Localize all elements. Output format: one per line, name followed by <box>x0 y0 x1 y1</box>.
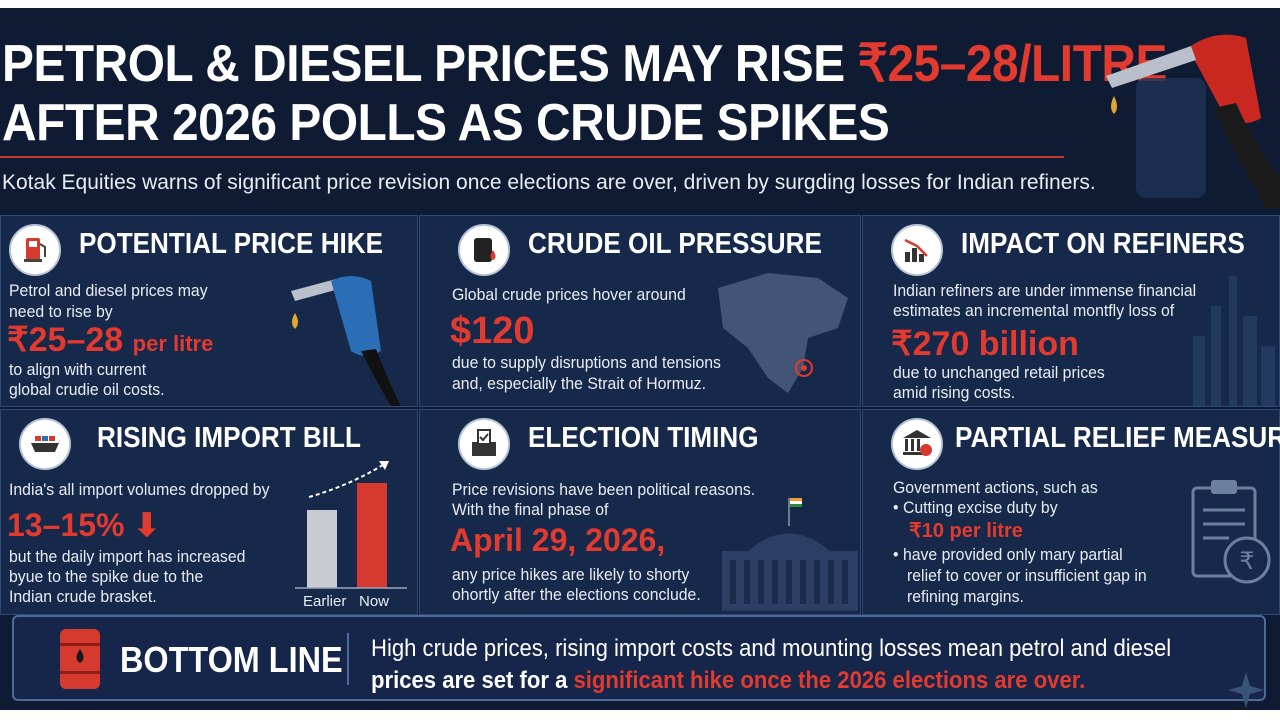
clipboard-rupee-icon: ₹ <box>1191 480 1271 584</box>
card-refiners: IMPACT ON REFINERS Indian refiners are u… <box>862 215 1280 407</box>
bottom-line-text-2: prices are set for a significant hike on… <box>371 667 1085 695</box>
bullet-icon: • <box>893 498 903 517</box>
relief-bullet-2-text: have provided only mary partial <box>902 545 1123 564</box>
card-text: relief to cover or insufficient gap in <box>907 566 1147 585</box>
card-text: ohortly after the elections conclude. <box>452 585 701 604</box>
declining-chart-icon <box>891 224 943 276</box>
bottom-line-text-1: High crude prices, rising import costs a… <box>371 635 1172 662</box>
card-text: any price hikes are likely to shorty <box>452 565 690 584</box>
price-hike-amount: ₹25–28 <box>7 321 124 359</box>
card-import-bill: RISING IMPORT BILL India's all import vo… <box>0 409 418 615</box>
import-drop-percent: 13–15% <box>7 507 125 543</box>
card-text: Indian crude brasket. <box>9 587 157 606</box>
nozzle-illustration-icon <box>291 276 401 406</box>
oil-barrel-icon <box>458 224 510 276</box>
ballot-box-icon <box>458 418 510 470</box>
excise-cut-value: ₹10 per litre <box>909 520 1023 542</box>
card-price-hike: POTENTIAL PRICE HIKE Petrol and diesel p… <box>0 215 418 407</box>
bottom-divider <box>347 633 349 685</box>
card-text: With the final phase of <box>452 500 609 519</box>
crude-price-value: $120 <box>450 310 535 352</box>
card-text: due to unchanged retail prices <box>893 363 1105 382</box>
card-title: PARTIAL RELIEF MEASURES <box>955 422 1280 454</box>
import-drop-value: 13–15% ⬇ <box>7 506 160 544</box>
bottom-line-banner: BOTTOM LINE High crude prices, rising im… <box>12 615 1266 701</box>
bullet-icon: • <box>893 545 903 564</box>
card-text: amid rising costs. <box>893 383 1016 402</box>
refiners-loss-value: ₹270 billion <box>891 325 1079 363</box>
card-text: Government actions, such as <box>893 478 1098 497</box>
card-text: Indian refiners are under immense financ… <box>893 281 1197 300</box>
card-election-timing: ELECTION TIMING Price revisions have bee… <box>419 409 861 615</box>
card-text: but the daily import has increased <box>9 547 246 566</box>
map-icon <box>718 273 848 393</box>
svg-text:₹: ₹ <box>1239 547 1254 575</box>
card-title: IMPACT ON REFINERS <box>961 228 1245 260</box>
bar-earlier <box>307 510 337 588</box>
subtitle: Kotak Equities warns of significant pric… <box>2 171 1096 194</box>
headline-divider <box>0 156 1064 158</box>
card-text: and, especially the Strait of Hormuz. <box>452 374 706 393</box>
oil-barrel-icon <box>60 629 100 689</box>
down-arrow-icon: ⬇ <box>124 507 161 543</box>
bottom-line-highlight: significant hike once the 2026 elections… <box>573 667 1086 694</box>
card-crude-oil: CRUDE OIL PRESSURE Global crude prices h… <box>419 215 861 407</box>
refinery-icon <box>1193 276 1275 406</box>
card-text: to align with current <box>9 360 147 379</box>
price-hike-unit: per litre <box>132 331 214 356</box>
card-title: RISING IMPORT BILL <box>97 422 361 454</box>
card-text: Global crude prices hover around <box>452 285 686 304</box>
card-text: Price revisions have been political reas… <box>452 480 756 499</box>
relief-bullet-2: • have provided only mary partial <box>893 545 1123 565</box>
cargo-ship-icon <box>19 418 71 470</box>
card-relief-measures: PARTIAL RELIEF MEASURES Government actio… <box>862 409 1280 615</box>
trend-arrow <box>308 462 387 498</box>
bar-label-now: Now <box>359 593 390 610</box>
card-text: byue to the spike due to the <box>9 567 204 586</box>
card-title: POTENTIAL PRICE HIKE <box>79 228 384 260</box>
relief-bullet-1: • Cutting excise duty by <box>893 498 1058 518</box>
fuel-nozzle-icon <box>1106 34 1280 208</box>
card-text: global crudie oil costs. <box>9 380 165 399</box>
bar-label-earlier: Earlier <box>303 593 347 610</box>
bottom-line-title: BOTTOM LINE <box>120 639 343 680</box>
parliament-icon <box>722 498 858 611</box>
infographic: PETROL & DIESEL PRICES MAY RISE ₹25–28/L… <box>0 8 1280 710</box>
headline-line-1: PETROL & DIESEL PRICES MAY RISE ₹25–28/L… <box>2 36 1167 92</box>
price-hike-value: ₹25–28 per litre <box>7 320 213 360</box>
fuel-pump-icon <box>9 224 61 276</box>
card-text: due to supply disruptions and tensions <box>452 353 721 372</box>
election-date: April 29, 2026, <box>450 522 666 558</box>
card-text: need to rise by <box>9 302 113 321</box>
relief-bullet-1-text: Cutting excise duty by <box>902 498 1058 517</box>
bottom-line-prefix: prices are set for a <box>371 667 574 694</box>
bar-now <box>357 483 387 588</box>
card-text: refining margins. <box>907 587 1024 606</box>
headline-prefix: PETROL & DIESEL PRICES MAY RISE <box>2 35 858 93</box>
government-building-icon <box>891 418 943 470</box>
card-title: CRUDE OIL PRESSURE <box>528 228 822 260</box>
card-title: ELECTION TIMING <box>528 422 759 454</box>
headline-line-2: AFTER 2026 POLLS AS CRUDE SPIKES <box>2 94 890 152</box>
sparkle-icon <box>1228 672 1264 708</box>
card-text: India's all import volumes dropped by <box>9 480 270 499</box>
card-text: Petrol and diesel prices may <box>9 281 208 300</box>
import-bar-chart <box>295 461 407 589</box>
card-text: estimates an incremental montfly loss of <box>893 301 1175 320</box>
